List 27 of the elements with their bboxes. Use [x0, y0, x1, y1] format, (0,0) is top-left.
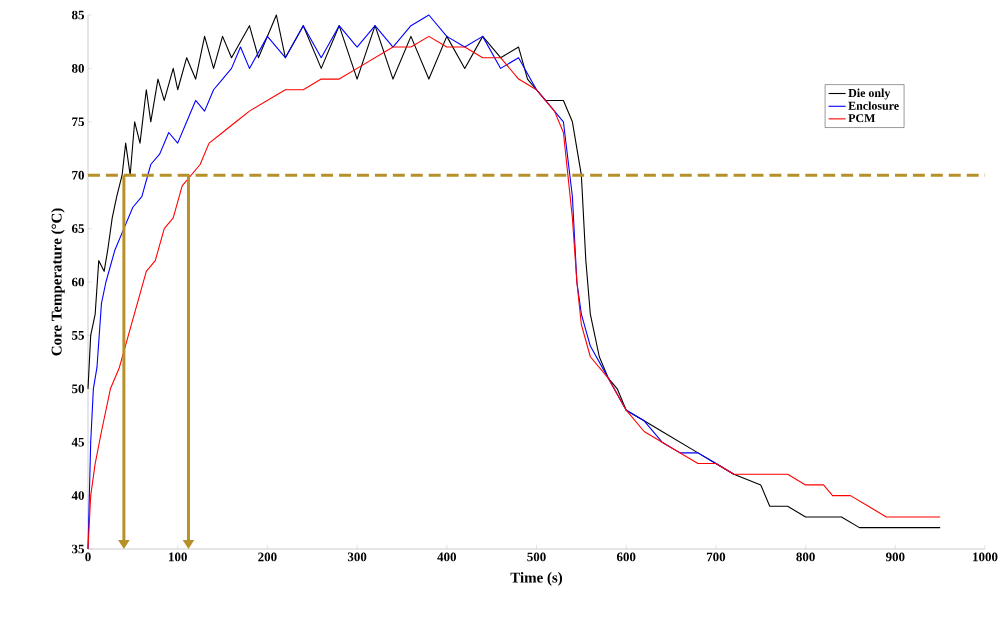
legend-label: Enclosure	[848, 101, 899, 110]
x-tick-label: 0	[85, 552, 91, 562]
x-tick-label: 900	[885, 552, 905, 562]
x-tick-label: 600	[616, 552, 636, 562]
y-tick-label: 40	[71, 491, 84, 500]
x-axis-title: Time (s)	[510, 572, 563, 586]
y-tick-label: 45	[71, 437, 84, 447]
x-tick-label: 700	[706, 552, 726, 562]
y-axis-title: Core Temperature (°C)	[51, 208, 65, 356]
y-tick-label: 50	[72, 384, 84, 394]
y-tick-label: 35	[72, 544, 84, 554]
x-tick-label: 800	[796, 552, 815, 562]
x-tick-label: 200	[258, 552, 277, 562]
x-tick-label: 100	[169, 552, 187, 562]
legend-label: PCM	[848, 114, 876, 123]
legend-label: Die only	[848, 88, 891, 100]
x-tick-label: 400	[437, 552, 457, 562]
x-tick-label: 1000	[973, 552, 998, 562]
y-tick-label: 80	[71, 64, 84, 73]
x-tick-label: 500	[527, 552, 546, 562]
y-tick-label: 85	[71, 10, 84, 20]
y-tick-label: 75	[72, 117, 84, 127]
y-tick-label: 70	[72, 170, 84, 180]
y-tick-label: 55	[72, 331, 84, 340]
y-tick-label: 65	[71, 224, 84, 233]
y-tick-label: 60	[71, 277, 84, 287]
x-tick-label: 300	[347, 552, 367, 562]
